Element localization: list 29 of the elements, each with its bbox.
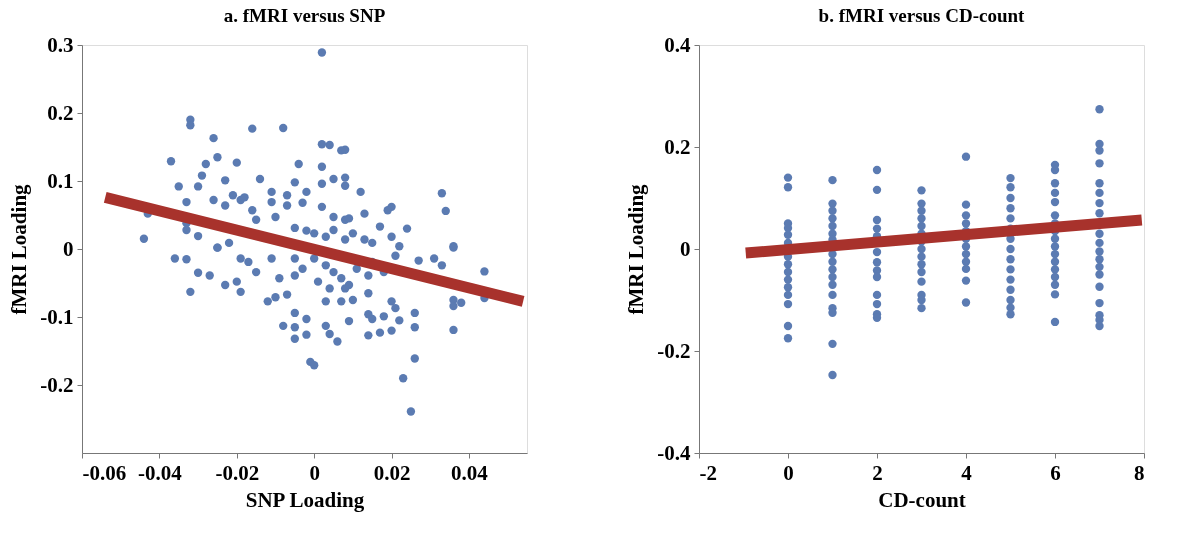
y-tick-label: -0.2	[40, 372, 74, 397]
y-tick-label: 0.2	[47, 100, 74, 125]
x-tick-label: -2	[699, 460, 717, 485]
y-tick-label: 0.2	[664, 134, 691, 159]
x-tick-label: 0.04	[451, 460, 489, 485]
y-tick-label: 0	[63, 236, 74, 261]
x-axis-title: SNP Loading	[245, 487, 365, 512]
y-tick-label: -0.1	[40, 304, 74, 329]
y-tick-label: 0	[680, 236, 691, 261]
y-axis-title: fMRI Loading	[7, 183, 32, 315]
y-tick-label: -0.2	[657, 338, 691, 363]
x-tick-label: 8	[1134, 460, 1145, 485]
y-tick-label: -0.4	[657, 440, 691, 465]
y-tick-label: 0.1	[47, 168, 74, 193]
x-tick-label: 0	[309, 460, 320, 485]
y-tick-label: 0.4	[664, 32, 691, 57]
y-tick-label: 0.3	[47, 32, 74, 57]
x-tick-label: 0	[783, 460, 794, 485]
x-tick-label: -0.04	[138, 460, 183, 485]
x-tick-label: -0.02	[215, 460, 260, 485]
x-tick-label: 6	[1050, 460, 1061, 485]
x-tick-label: -0.06	[82, 460, 127, 485]
x-axis-title: CD-count	[878, 487, 966, 512]
x-tick-label: 2	[872, 460, 883, 485]
x-tick-label: 4	[961, 460, 973, 485]
chart-title: b. fMRI versus CD-count	[818, 5, 1026, 26]
x-tick-label: 0.02	[373, 460, 411, 485]
chart-title: a. fMRI versus SNP	[223, 5, 386, 26]
y-axis-title: fMRI Loading	[624, 183, 649, 315]
